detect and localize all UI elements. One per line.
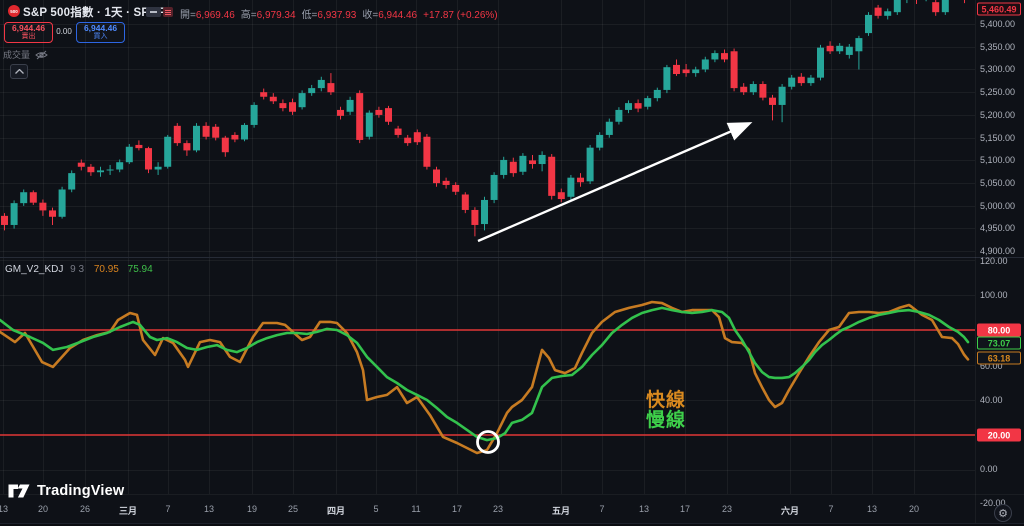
time-tick-label: 20 [37, 504, 49, 514]
price-tick-label: 4,950.00 [980, 223, 1016, 233]
indicator-legend: GM_V2_KDJ 9 3 70.95 75.94 [5, 264, 153, 275]
price-tick-label: 5,000.00 [980, 201, 1016, 211]
indicator-fast-value: 70.95 [93, 264, 119, 275]
kdj-fast-K-line[interactable] [0, 300, 970, 455]
time-tick-month-label: 三月 [118, 506, 138, 516]
indicator-tick-label: 0.00 [980, 464, 998, 474]
time-tick-month-label: 五月 [551, 506, 571, 516]
price-tick-label: 5,050.00 [980, 178, 1016, 188]
kdj-fast-value-label: 63.18 [977, 351, 1021, 365]
time-tick-label: 5 [373, 504, 379, 514]
time-tick-label: 25 [287, 504, 299, 514]
price-tick-label: 5,100.00 [980, 155, 1016, 165]
open-value: 6,969.46 [195, 10, 235, 21]
time-tick-month-label: 四月 [326, 506, 346, 516]
price-axis[interactable]: 5,400.00 5,350.00 5,300.00 5,250.00 5,200.00… [975, 0, 1024, 508]
buy-price: 6,944.46 [83, 23, 118, 34]
chevron-up-icon [14, 69, 24, 74]
tradingview-logo-text: TradingView [37, 483, 125, 499]
volume-legend: 成交量 [3, 48, 48, 61]
time-tick-label: 26 [79, 504, 91, 514]
bottom-toolbar-strip [0, 523, 1024, 526]
time-tick-label: 23 [721, 504, 733, 514]
high-value: 6,979.34 [256, 10, 296, 21]
change-value: +17.87 (+0.26%) [423, 10, 498, 21]
level-value-label: 80.00 [977, 323, 1021, 337]
price-tick-label: 5,350.00 [980, 42, 1016, 52]
eye-off-icon[interactable] [35, 50, 48, 60]
time-tick-label: 23 [492, 504, 504, 514]
price-tick-label: 5,400.00 [980, 19, 1016, 29]
kdj-indicator-pane [0, 300, 975, 455]
candlestick-series [1, 0, 965, 237]
open-label: 開= [180, 10, 196, 21]
tradingview-logo-icon [8, 484, 30, 498]
time-tick-label: 20 [908, 504, 920, 514]
kdj-slow-D-line[interactable] [0, 306, 970, 442]
time-tick-label: 7 [828, 504, 834, 514]
close-value: 6,944.46 [378, 10, 418, 21]
time-tick-label: 7 [599, 504, 605, 514]
buy-button[interactable]: 6,944.46 買入 [76, 22, 125, 43]
volume-label: 成交量 [3, 50, 31, 60]
symbol-logo: 500 [8, 5, 20, 17]
kdj-slow-value-label: 73.07 [977, 336, 1021, 350]
buy-label: 買入 [93, 33, 108, 41]
high-label: 高= [240, 10, 257, 21]
indicator-tick-label: -20.00 [980, 498, 1006, 508]
indicator-name[interactable]: GM_V2_KDJ [5, 264, 64, 275]
indicator-slow-value: 75.94 [127, 264, 153, 275]
time-tick-label: 13 [203, 504, 215, 514]
axis-settings-gear-icon[interactable]: ⚙ [994, 504, 1012, 522]
indicator-tick-label: 100.00 [980, 290, 1008, 300]
time-tick-label: 11 [411, 504, 421, 514]
time-tick-label: 17 [451, 504, 463, 514]
price-tick-label: 5,250.00 [980, 87, 1016, 97]
time-tick-label: 19 [246, 504, 258, 514]
time-tick-label: 7 [165, 504, 171, 514]
minus-icon [150, 11, 157, 13]
slow-line-annotation[interactable]: 慢線 [646, 410, 687, 431]
legend-minus-chip[interactable] [146, 7, 161, 17]
price-tick-label: 5,200.00 [980, 110, 1016, 120]
lines-icon [165, 9, 171, 11]
price-tick-label: 4,900.00 [980, 246, 1016, 256]
price-tick-label: 5,150.00 [980, 133, 1016, 143]
highlight-circle-drawing[interactable] [476, 430, 500, 454]
close-label: 收= [362, 10, 379, 21]
indicator-tick-label: 120.00 [980, 256, 1008, 266]
ohlc-readout: 開=6,969.46 高=6,979.34 低=6,937.93 收=6,944.46… [180, 6, 498, 21]
price-tick-label: 5,300.00 [980, 64, 1016, 74]
level-value-label: 20.00 [977, 428, 1021, 442]
low-label: 低= [301, 10, 318, 21]
time-tick-label: 13 [638, 504, 650, 514]
trend-arrow-drawing[interactable] [477, 122, 753, 243]
fast-line-annotation[interactable]: 快線 [646, 390, 687, 411]
indicator-params: 9 3 [70, 264, 85, 275]
sell-button[interactable]: 6,944.46 賣出 [4, 22, 53, 43]
legend-lines-chip[interactable] [163, 7, 173, 17]
symbol-title[interactable]: S&P 500指數 · 1天 · SPCFD [23, 7, 174, 19]
last-price-label: 5,460.49 [977, 2, 1021, 16]
time-tick-label: 13 [0, 504, 9, 514]
indicator-tick-label: 40.00 [980, 395, 1003, 405]
spread-value: 0.00 [56, 27, 72, 36]
time-tick-month-label: 六月 [780, 506, 800, 516]
sell-price: 6,944.46 [11, 23, 46, 34]
grid-lines [0, 0, 975, 494]
time-axis[interactable]: 13 20 26 三月 7 13 19 25 四月 5 11 17 23 五月 7 13 17 23 六月 7 13 20 [0, 495, 975, 523]
sell-label: 賣出 [21, 33, 36, 41]
low-value: 6,937.93 [317, 10, 357, 21]
tradingview-logo[interactable]: TradingView [8, 483, 124, 499]
indicator-tick-label: 60.00 [980, 361, 1003, 371]
pane-collapse-button[interactable] [10, 64, 28, 79]
time-tick-label: 13 [866, 504, 878, 514]
time-tick-label: 17 [679, 504, 691, 514]
